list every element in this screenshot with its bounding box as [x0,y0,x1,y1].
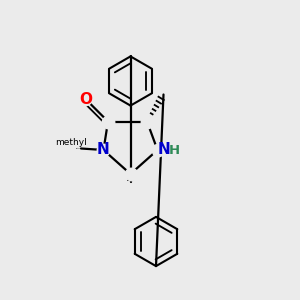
Text: O: O [79,92,92,106]
Text: N: N [158,142,171,158]
Text: N: N [97,142,110,158]
Text: methyl: methyl [76,148,80,149]
Text: methyl: methyl [55,138,87,147]
Text: H: H [169,143,180,157]
